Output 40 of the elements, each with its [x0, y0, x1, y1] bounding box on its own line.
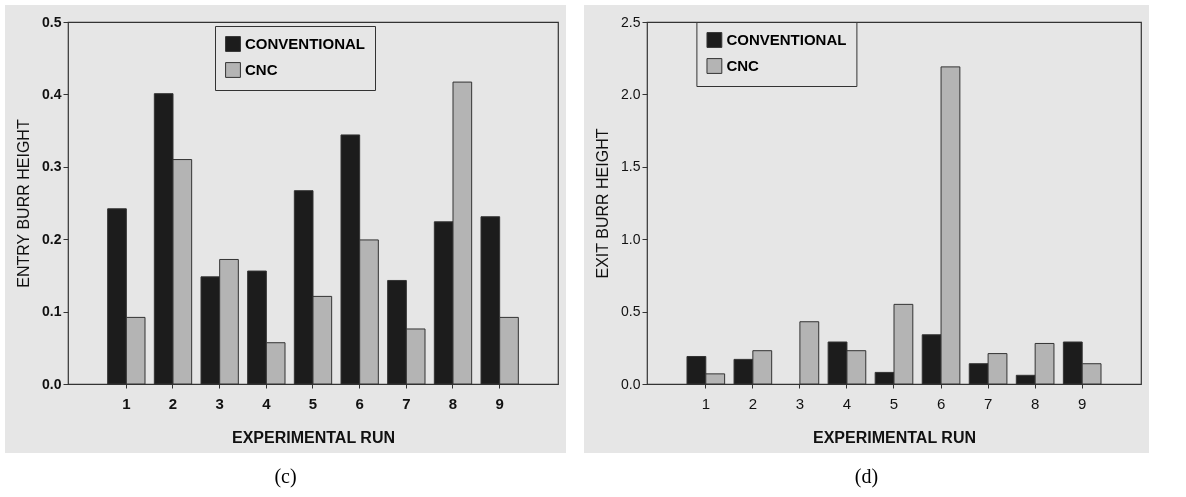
x-tick-label: 4: [842, 394, 852, 412]
x-tick-label: 3: [795, 394, 805, 412]
y-tick-label: 0.5: [621, 303, 641, 320]
y-tick-label: 0.0: [42, 375, 62, 392]
legend-label: CNC: [726, 57, 760, 74]
legend-label: CONVENTIONAL: [726, 31, 847, 48]
text: (c): [274, 465, 297, 488]
x-tick-label: 3: [215, 394, 224, 412]
y-tick-label: 2.0: [621, 85, 641, 102]
y-tick-label: 0.3: [42, 158, 62, 175]
x-tick-label: 2: [168, 394, 178, 412]
x-tick-label: 6: [936, 394, 946, 412]
y-axis-title: EXIT BURR HEIGHT: [594, 128, 612, 279]
x-tick-label: 9: [1078, 394, 1087, 412]
x-tick-label: 7: [402, 394, 411, 412]
x-tick-label: 5: [889, 394, 899, 412]
text: (d): [854, 465, 879, 488]
x-axis-title: EXPERIMENTAL RUN: [813, 428, 976, 446]
x-tick-label: 4: [262, 394, 272, 412]
x-tick-label: 5: [308, 394, 318, 412]
x-axis-title: EXPERIMENTAL RUN: [232, 428, 395, 446]
y-tick-label: 0.5: [42, 13, 62, 30]
y-tick-label: 0.1: [42, 303, 62, 320]
y-tick-label: 0.0: [621, 375, 641, 392]
y-tick-label: 1.0: [621, 230, 641, 247]
x-tick-label: 2: [748, 394, 758, 412]
y-tick-label: 1.5: [621, 158, 641, 175]
y-tick-label: 0.4: [42, 85, 62, 102]
x-tick-label: 8: [448, 394, 458, 412]
y-tick-label: 0.2: [42, 230, 62, 247]
legend-label: CONVENTIONAL: [245, 35, 365, 52]
x-tick-label: 9: [495, 394, 504, 412]
legend-label: CNC: [245, 61, 278, 78]
y-axis-title: ENTRY BURR HEIGHT: [15, 119, 33, 288]
x-tick-label: 6: [355, 394, 364, 412]
x-tick-label: 1: [122, 394, 131, 412]
x-tick-label: 1: [701, 394, 710, 412]
x-tick-label: 8: [1030, 394, 1040, 412]
x-tick-label: 7: [983, 394, 993, 412]
y-tick-label: 2.5: [621, 13, 641, 30]
